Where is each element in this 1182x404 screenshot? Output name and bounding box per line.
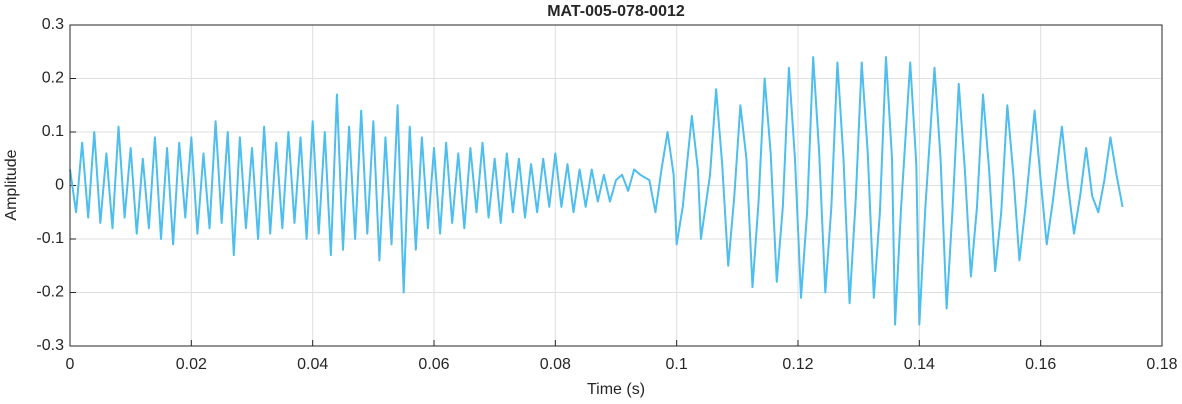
x-tick-label: 0 <box>66 356 75 373</box>
x-tick-label: 0.12 <box>782 356 813 373</box>
x-tick-label: 0.06 <box>418 356 449 373</box>
waveform-line <box>69 56 1124 326</box>
y-tick-label: -0.1 <box>36 230 64 247</box>
x-tick-label: 0.02 <box>176 356 207 373</box>
y-tick-label: 0.1 <box>42 123 64 140</box>
x-tick-label: 0.16 <box>1025 356 1056 373</box>
y-tick-label: 0.2 <box>42 70 64 87</box>
y-axis-label: Amplitude <box>3 149 20 220</box>
y-tick-label: 0 <box>55 177 64 194</box>
x-tick-label: 0.08 <box>540 356 571 373</box>
x-tick-label: 0.04 <box>297 356 328 373</box>
x-tick-label: 0.1 <box>666 356 688 373</box>
x-tick-label: 0.14 <box>904 356 935 373</box>
y-tick-label: 0.3 <box>42 16 64 33</box>
chart-title: MAT-005-078-0012 <box>547 3 685 20</box>
x-axis-label: Time (s) <box>587 381 645 398</box>
y-tick-label: -0.2 <box>36 284 64 301</box>
plot-frame <box>69 24 1163 347</box>
x-tick-label: 0.18 <box>1146 356 1177 373</box>
y-tick-label: -0.3 <box>36 337 64 354</box>
